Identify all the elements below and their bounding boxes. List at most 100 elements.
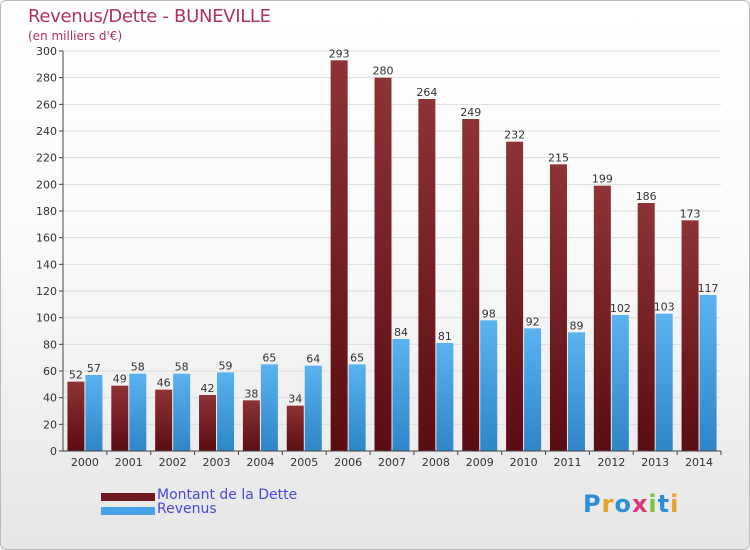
bar-revenus [217, 372, 235, 451]
x-tick-label: 2003 [203, 456, 231, 469]
bar-debt [549, 164, 567, 452]
x-tick-label: 2012 [597, 456, 625, 469]
bar-debt [418, 99, 436, 451]
bar-revenus [392, 339, 410, 451]
legend-label-revenus: Revenus [157, 501, 217, 517]
bar-revenus [129, 373, 147, 451]
bar-revenus [85, 375, 103, 451]
bar-revenus [567, 332, 585, 451]
y-tick-label: 60 [43, 365, 57, 378]
data-label-debt: 52 [69, 369, 83, 382]
y-tick-label: 280 [36, 72, 57, 85]
data-label-debt: 186 [636, 190, 657, 203]
y-tick-label: 300 [36, 45, 57, 58]
x-tick-label: 2008 [422, 456, 450, 469]
x-tick-label: 2010 [510, 456, 538, 469]
data-label-debt: 249 [460, 106, 481, 119]
bar-revenus [173, 373, 191, 451]
x-tick-label: 2000 [71, 456, 99, 469]
logo-letter: x [631, 490, 649, 518]
data-label-revenus: 57 [87, 362, 101, 375]
data-label-debt: 49 [113, 373, 127, 386]
bar-revenus [611, 315, 629, 451]
data-label-revenus: 117 [698, 282, 719, 295]
y-tick-label: 0 [50, 445, 57, 458]
bar-revenus [260, 364, 278, 451]
data-labels: 52 57 49 58 46 58 42 59 38 65 34 64 293 65 280 84 264 81 2… [69, 47, 719, 405]
data-label-revenus: 58 [131, 361, 145, 374]
x-tick-label: 2007 [378, 456, 406, 469]
legend-swatch-revenus [101, 507, 155, 515]
bar-debt [67, 381, 85, 451]
logo-letter: i [648, 490, 658, 518]
proxiti-logo: Proxiti [583, 490, 679, 518]
y-tick-label: 240 [36, 125, 57, 138]
bar-revenus [699, 295, 717, 451]
x-tick-label: 2002 [159, 456, 187, 469]
data-label-debt: 42 [201, 382, 215, 395]
bar-revenus [524, 328, 542, 451]
data-label-debt: 173 [680, 207, 701, 220]
bar-debt [242, 400, 260, 451]
bar-revenus [480, 320, 498, 451]
x-tick-label: 2013 [641, 456, 669, 469]
x-tick-label: 2001 [115, 456, 143, 469]
y-tick-label: 180 [36, 205, 57, 218]
logo-letter: o [614, 490, 632, 518]
data-label-revenus: 65 [262, 351, 276, 364]
y-tick-label: 200 [36, 178, 57, 191]
y-tick-label: 160 [36, 232, 57, 245]
bar-debt [462, 119, 480, 451]
x-tick-label: 2011 [553, 456, 581, 469]
data-label-debt: 293 [329, 47, 350, 60]
chart-subtitle: (en milliers d'€) [28, 29, 123, 43]
data-label-revenus: 84 [394, 326, 408, 339]
y-tick-label: 20 [43, 418, 57, 431]
data-label-debt: 232 [504, 129, 525, 142]
bar-debt [506, 141, 524, 451]
data-label-revenus: 89 [569, 319, 583, 332]
data-label-debt: 199 [592, 173, 613, 186]
bar-debt [155, 389, 173, 451]
data-label-revenus: 64 [306, 353, 320, 366]
data-label-revenus: 103 [654, 301, 675, 314]
bar-debt [330, 60, 348, 451]
x-tick-label: 2009 [466, 456, 494, 469]
bars [67, 60, 717, 452]
data-label-revenus: 98 [482, 307, 496, 320]
data-label-debt: 264 [416, 86, 437, 99]
y-tick-label: 120 [36, 285, 57, 298]
y-tick-label: 140 [36, 258, 57, 271]
data-label-revenus: 92 [526, 315, 540, 328]
data-label-debt: 38 [244, 387, 258, 400]
bar-revenus [304, 365, 322, 451]
chart-title: Revenus/Dette - BUNEVILLE [28, 6, 271, 27]
legend-label-debt: Montant de la Dette [157, 487, 298, 503]
logo-letter: r [601, 490, 615, 518]
data-label-revenus: 65 [350, 351, 364, 364]
y-tick-label: 220 [36, 152, 57, 165]
x-tick-label: 2004 [246, 456, 274, 469]
y-tick-label: 100 [36, 312, 57, 325]
bar-revenus [655, 313, 673, 451]
x-tick-label: 2014 [685, 456, 713, 469]
data-label-debt: 34 [288, 393, 302, 406]
bar-debt [286, 405, 304, 451]
logo-letter: P [583, 490, 602, 518]
grid-lines [63, 50, 721, 425]
y-tick-label: 260 [36, 98, 57, 111]
bar-debt [681, 220, 699, 451]
bar-debt [374, 77, 392, 452]
bar-debt [199, 395, 217, 451]
logo-letter: t [657, 490, 671, 518]
logo-letter: i [670, 490, 680, 518]
data-label-debt: 46 [157, 377, 171, 390]
bar-debt [637, 203, 655, 451]
y-tick-label: 40 [43, 392, 57, 405]
legend-swatch-debt [101, 493, 155, 501]
bar-debt [111, 385, 129, 451]
data-label-revenus: 58 [175, 361, 189, 374]
axes: 0 20 40 60 80 100 120 140 160 180 200 220 240 260 280 3… [36, 45, 722, 469]
